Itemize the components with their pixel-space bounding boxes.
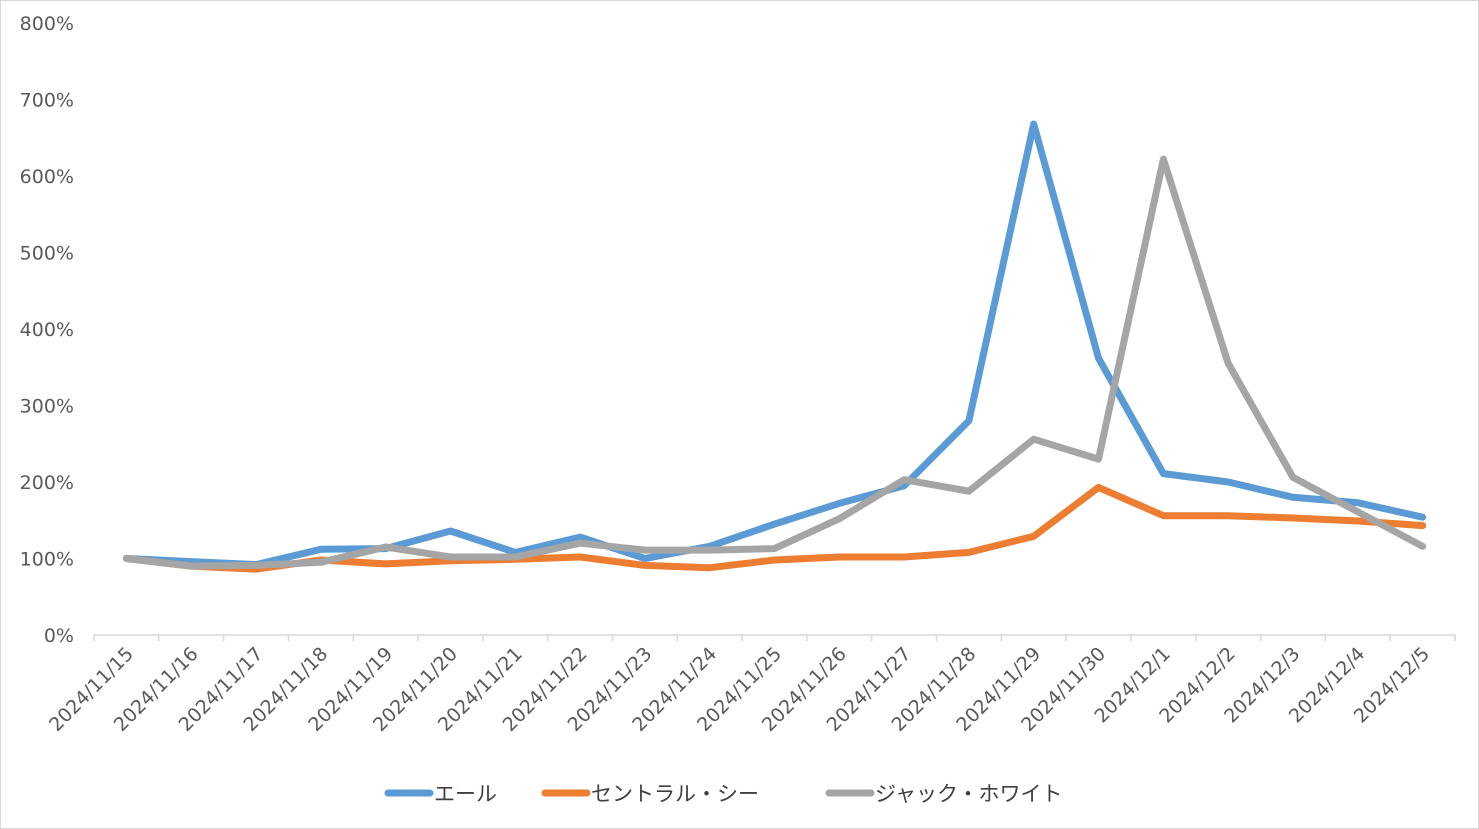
y-tick-label: 100% (20, 549, 74, 571)
series-1 (122, 120, 1427, 569)
legend-item: ジャック・ホワイト (825, 782, 1063, 806)
series-line (122, 155, 1427, 570)
y-tick-label: 400% (20, 319, 74, 341)
series-2 (122, 483, 1427, 573)
y-tick-label: 600% (20, 166, 74, 188)
y-axis: 0% 100% 200% 300% 400% 500% 600% 700% 800% (20, 13, 74, 647)
legend-label: セントラル・シー (591, 782, 759, 806)
y-tick-label: 700% (20, 90, 74, 112)
y-tick-label: 300% (20, 396, 74, 418)
x-axis: 2024/11/152024/11/162024/11/172024/11/18… (45, 634, 1456, 736)
series-layer (122, 120, 1427, 573)
series-3 (122, 155, 1427, 570)
y-tick-label: 0% (44, 625, 74, 647)
legend: エール セントラル・シー ジャック・ホワイト (384, 782, 1063, 806)
legend-label: ジャック・ホワイト (875, 782, 1063, 806)
y-tick-label: 200% (20, 472, 74, 494)
y-tick-label: 500% (20, 243, 74, 265)
legend-item: エール (384, 782, 497, 806)
series-line (122, 483, 1427, 573)
legend-label: エール (434, 782, 497, 806)
legend-item: セントラル・シー (541, 782, 759, 806)
y-tick-label: 800% (20, 13, 74, 35)
series-line (122, 120, 1427, 569)
